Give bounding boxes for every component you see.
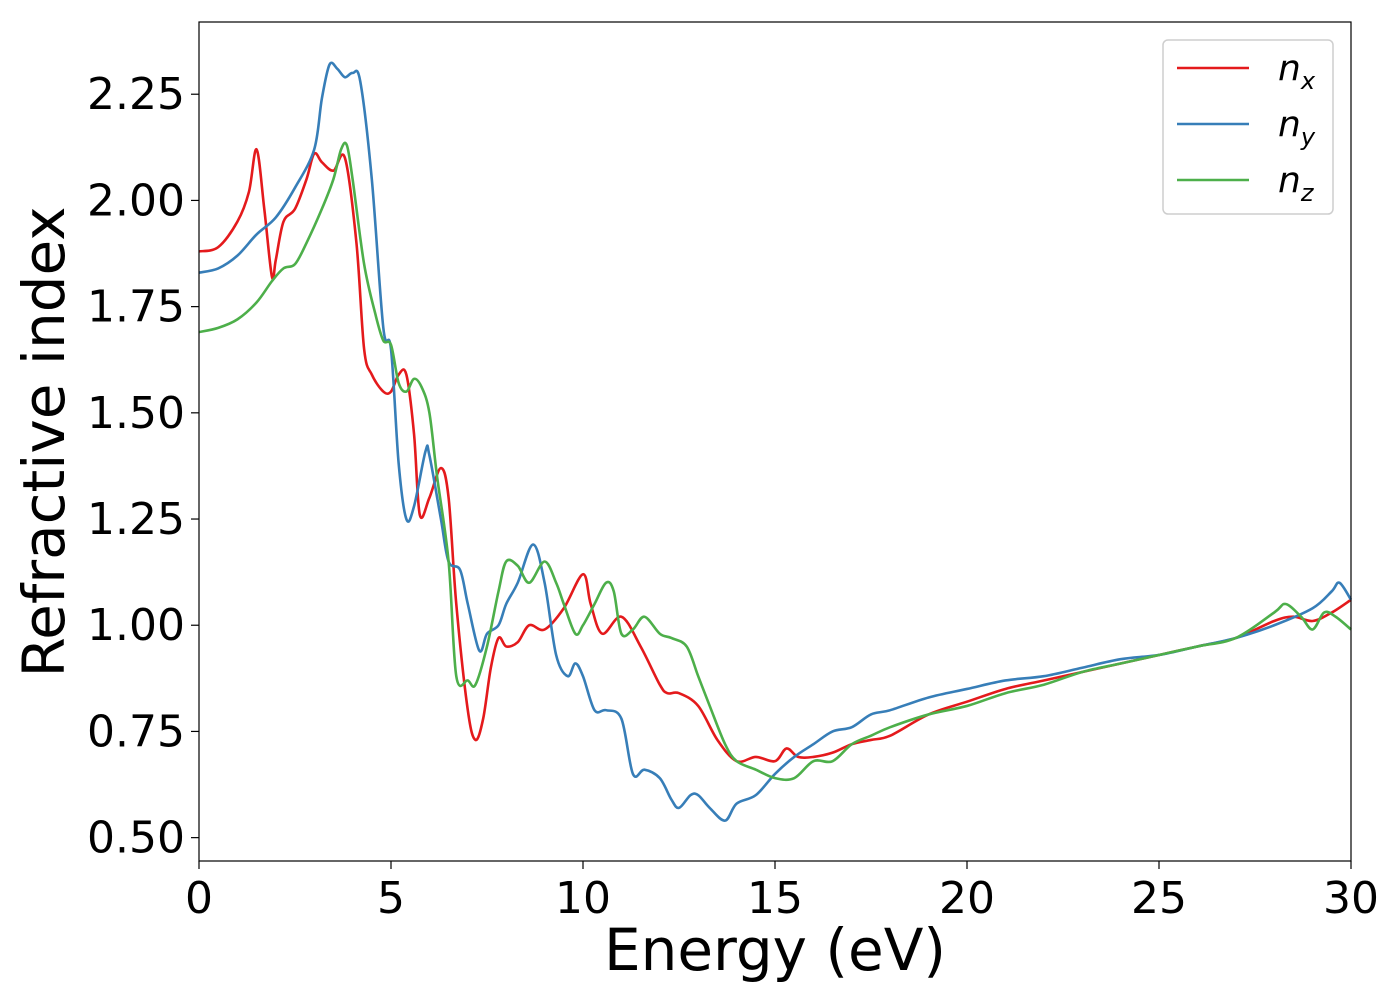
legend-box (1162, 39, 1334, 215)
series-line-n-x (198, 148, 1352, 764)
y-tick-label: 1.00 (87, 600, 185, 651)
x-tick-label: 0 (185, 873, 213, 924)
legend-label-n-x: nx (1278, 48, 1316, 95)
y-tick-label: 1.50 (87, 388, 185, 439)
x-tick-label: 5 (377, 873, 405, 924)
x-tick-label: 10 (555, 873, 611, 924)
x-axis-label: Energy (eV) (604, 916, 946, 984)
legend-label-n-y: ny (1278, 104, 1316, 151)
plot-lines (198, 61, 1353, 822)
y-axis-ticks: 0.50 0.75 1.00 1.25 1.50 1.75 2.00 2.25 (87, 69, 199, 864)
y-tick-label: 0.75 (87, 706, 185, 757)
legend-label-n-z: nz (1278, 160, 1315, 207)
y-tick-label: 1.25 (87, 494, 185, 545)
legend-items: nx ny nz (1177, 48, 1316, 207)
y-tick-label: 2.00 (87, 175, 185, 226)
x-tick-label: 30 (1323, 873, 1379, 924)
y-tick-label: 1.75 (87, 282, 185, 333)
legend: nx ny nz (1162, 39, 1334, 215)
x-tick-label: 15 (747, 873, 803, 924)
x-tick-label: 20 (939, 873, 995, 924)
x-axis-ticks: 0 5 10 15 20 25 30 (185, 861, 1379, 924)
y-tick-label: 0.50 (87, 813, 185, 864)
x-tick-label: 25 (1131, 873, 1187, 924)
y-axis-label: Refractive index (10, 206, 78, 677)
series-line-n-z (198, 141, 1352, 782)
series-line-n-y (198, 61, 1353, 822)
y-tick-label: 2.25 (87, 69, 185, 120)
